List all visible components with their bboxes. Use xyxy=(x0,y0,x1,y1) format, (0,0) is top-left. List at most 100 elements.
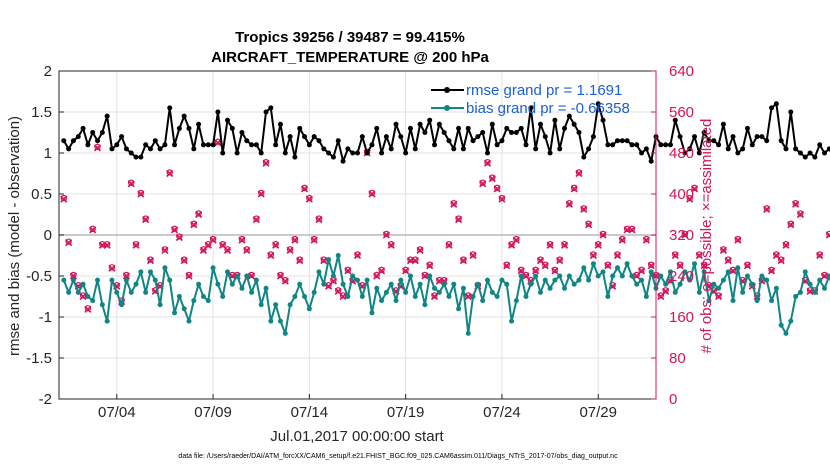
obs-possible-point xyxy=(517,266,525,274)
y-axis-ticks: -2 -1.5 -1 -0.5 0 0.5 1 1.5 2 xyxy=(26,63,64,408)
bias-point xyxy=(167,277,173,283)
bias-point xyxy=(764,277,770,283)
obs-assimilated-point xyxy=(180,257,188,265)
bias-point xyxy=(61,277,67,283)
bias-point xyxy=(172,310,178,316)
bias-point xyxy=(114,289,120,295)
bias-point xyxy=(552,277,558,283)
obs-possible-point xyxy=(412,256,419,263)
rmse-point xyxy=(552,117,558,123)
obs-assimilated-point xyxy=(512,236,520,244)
bias-point xyxy=(109,277,115,283)
obs-assimilated-point xyxy=(305,195,313,203)
obs-assimilated-point xyxy=(628,226,636,234)
bias-point xyxy=(422,302,428,308)
x-tick-label-2: 07/14 xyxy=(291,404,329,421)
obs-possible-point xyxy=(89,225,96,233)
x-axis-ticks: 07/04 07/09 07/14 07/19 07/24 07/29 xyxy=(98,394,617,421)
obs-assimilated-point xyxy=(724,257,732,265)
rmse-point xyxy=(114,142,120,148)
rmse-point xyxy=(769,105,775,111)
obs-assimilated-point xyxy=(613,251,622,260)
bias-point xyxy=(393,298,399,304)
bias-point xyxy=(706,298,712,304)
bias-point xyxy=(740,289,746,295)
y2-tick-label-6: 480 xyxy=(669,145,694,162)
obs-possible-point xyxy=(310,235,318,243)
data-file-footer: data file: /Users/raeder/DAI/ATM_forcXX/… xyxy=(178,453,618,460)
bias-point xyxy=(730,298,736,304)
obs-assimilated-point xyxy=(122,272,130,280)
obs-possible-point xyxy=(575,169,583,176)
obs-assimilated-point xyxy=(387,241,395,249)
bias-point xyxy=(504,281,510,287)
rmse-point xyxy=(542,134,548,140)
bias-point xyxy=(436,289,442,295)
obs-assimilated-point xyxy=(715,292,723,301)
rmse-point xyxy=(95,138,101,144)
bias-point xyxy=(667,269,673,275)
obs-assimilated-point xyxy=(262,159,270,167)
rmse-point xyxy=(75,134,81,140)
bias-point xyxy=(316,269,322,275)
bias-point xyxy=(749,281,755,287)
obs-possible-point xyxy=(676,261,684,268)
bias-point xyxy=(152,277,158,283)
obs-assimilated-point xyxy=(382,231,390,239)
obs-assimilated-point xyxy=(459,257,467,265)
obs-possible-point xyxy=(777,256,785,263)
obs-possible-point xyxy=(672,251,679,258)
rmse-point xyxy=(157,146,163,152)
rmse-point xyxy=(701,130,707,135)
obs-possible-point xyxy=(142,215,149,222)
bias-point xyxy=(571,281,577,287)
rmse-point xyxy=(586,146,592,152)
bias-point xyxy=(364,277,370,283)
rmse-point xyxy=(263,109,269,115)
obs-possible-point xyxy=(65,238,72,245)
rmse-point xyxy=(350,150,356,156)
obs-possible-point xyxy=(614,251,621,258)
y-tick-label-5: 0.5 xyxy=(31,186,52,203)
legend-rmse-label: rmse grand pr = 1.1691 xyxy=(466,82,622,99)
y2-tick-label-4: 320 xyxy=(669,227,694,244)
obs-possible-point xyxy=(768,266,775,274)
obs-possible-point xyxy=(108,264,116,271)
rmse-point xyxy=(749,142,755,148)
rmse-point xyxy=(355,150,360,156)
chart-title: Tropics 39256 / 39487 = 99.415% xyxy=(235,29,465,46)
obs-assimilated-point xyxy=(575,169,583,178)
obs-possible-point xyxy=(734,235,742,243)
bias-point xyxy=(379,298,385,304)
obs-possible-point xyxy=(681,230,689,238)
bias-point xyxy=(191,298,197,304)
obs-possible-point xyxy=(383,230,390,238)
rmse-point xyxy=(571,121,577,127)
obs-assimilated-point xyxy=(103,241,111,249)
obs-assimilated-point xyxy=(719,246,727,254)
obs-possible-point xyxy=(570,184,578,192)
obs-possible-point xyxy=(513,235,520,243)
y2-tick-label-1: 80 xyxy=(669,350,686,367)
obs-assimilated-point xyxy=(339,292,347,301)
obs-possible-point xyxy=(797,210,804,217)
obs-possible-point xyxy=(388,241,395,248)
chart-subtitle: AIRCRAFT_TEMPERATURE @ 200 hPa xyxy=(211,49,489,66)
rmse-point xyxy=(427,117,433,123)
bias-point xyxy=(215,281,221,287)
obs-possible-point xyxy=(725,256,732,263)
rmse-point xyxy=(302,134,308,140)
obs-possible-point xyxy=(335,287,342,294)
rmse-point xyxy=(172,142,178,148)
obs-assimilated-point xyxy=(209,236,217,244)
rmse-point xyxy=(268,105,274,111)
bias-point xyxy=(244,273,250,279)
obs-assimilated-point xyxy=(787,221,795,229)
obs-possible-point xyxy=(484,159,491,166)
rmse-point xyxy=(191,146,197,152)
obs-possible-point xyxy=(503,261,510,268)
rmse-point xyxy=(119,134,125,140)
obs-possible-point xyxy=(546,241,554,248)
obs-assimilated-point xyxy=(315,216,323,224)
obs-possible-point xyxy=(200,246,207,253)
